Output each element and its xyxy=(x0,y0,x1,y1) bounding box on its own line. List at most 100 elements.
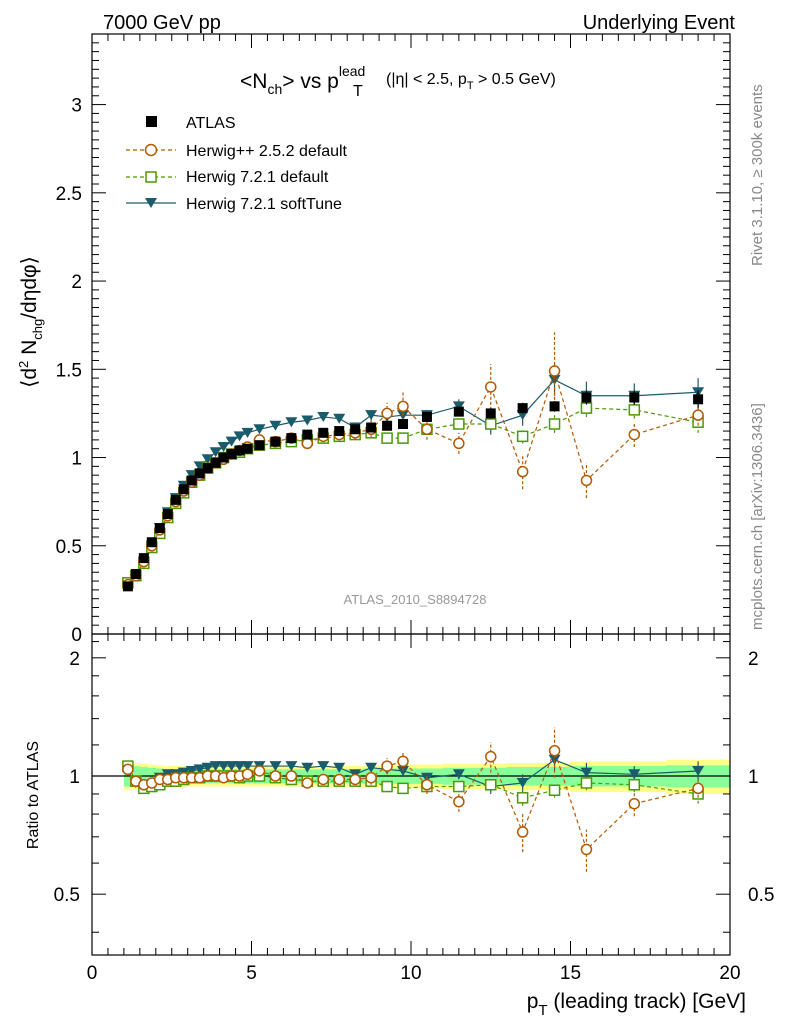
main-atlas-point xyxy=(202,463,213,474)
ratio-herwigpp-point xyxy=(333,773,345,786)
ratio-ytick-label-left: 1 xyxy=(69,767,80,788)
ratio-softtune-point xyxy=(233,761,246,772)
main-atlas-point xyxy=(254,440,265,451)
ratio-herwig721-point xyxy=(485,779,497,791)
xtick-label: 5 xyxy=(246,963,257,984)
ratio-herwigpp-point xyxy=(381,760,393,772)
main-herwig721-point xyxy=(516,430,529,443)
main-ytick-label: 2 xyxy=(71,272,82,293)
ratio-softtune-point xyxy=(209,761,222,772)
main-atlas-point xyxy=(170,494,181,505)
main-softtune-point xyxy=(285,417,298,428)
ratio-herwig721-point xyxy=(548,784,561,796)
main-atlas-point xyxy=(242,443,253,454)
ratio-softtune-point xyxy=(580,767,593,778)
ratio-herwigpp-point xyxy=(548,744,561,757)
main-softtune-point xyxy=(301,415,314,426)
main-atlas-point xyxy=(549,401,560,412)
legend-atlas-label: ATLAS xyxy=(186,115,236,132)
ratio-herwig721-point xyxy=(397,782,409,795)
legend-herwigpp-label: Herwig++ 2.5.2 default xyxy=(186,143,348,160)
ratio-xtick-labels: 0 5 10 15 20 xyxy=(87,963,741,984)
main-herwigpp-point xyxy=(485,381,497,393)
ratio-herwigpp-point xyxy=(365,771,377,784)
main-herwig721-point xyxy=(580,402,593,414)
plot-title-cuts: (|η| < 2.5, pT > 0.5 GeV) xyxy=(386,71,556,92)
ratio-ytick-label-right: 1 xyxy=(748,767,759,788)
main-atlas-point xyxy=(138,553,149,564)
plot-title-sub: T xyxy=(353,83,363,100)
main-ytick-label: 1.5 xyxy=(56,360,82,381)
ratio-herwigpp-point xyxy=(692,782,704,795)
main-herwig721-point xyxy=(397,432,409,444)
ratio-herwigpp-point xyxy=(269,770,282,782)
ratio-herwigpp-point xyxy=(516,826,529,838)
main-atlas-point xyxy=(421,411,432,422)
legend-herwig721-marker xyxy=(145,171,157,183)
main-atlas-point xyxy=(366,422,377,433)
main-atlas-point xyxy=(210,457,221,468)
main-atlas-point xyxy=(218,452,229,463)
ratio-herwigpp-point xyxy=(285,770,298,782)
ratio-softtune-point xyxy=(365,762,378,773)
ratio-herwig721-point xyxy=(381,780,393,793)
main-atlas-point xyxy=(453,406,464,417)
ratio-herwig721-point xyxy=(516,792,529,804)
ratio-frame xyxy=(91,633,731,956)
main-atlas-point xyxy=(517,403,528,414)
main-herwigpp-point xyxy=(301,437,314,450)
ratio-softtune-point xyxy=(185,765,198,776)
ratio-softtune-point xyxy=(241,761,254,772)
ratio-softtune-point xyxy=(217,761,230,772)
main-ytick-labels: 0 0.5 1 1.5 2 2.5 3 xyxy=(56,96,82,646)
ratio-herwigpp-point xyxy=(453,795,465,808)
main-herwig721-point xyxy=(381,432,393,444)
main-softtune-point xyxy=(253,424,266,435)
ratio-herwigpp-point xyxy=(628,797,641,810)
main-herwigpp-point xyxy=(692,409,704,421)
main-softtune-point xyxy=(209,447,222,458)
ratio-herwigpp-point xyxy=(301,777,314,789)
ratio-softtune-point xyxy=(225,761,238,772)
main-atlas-point xyxy=(398,419,409,429)
ratio-herwig721-point xyxy=(580,777,593,789)
legend-herwigpp-marker xyxy=(144,143,158,157)
main-softtune-point xyxy=(217,441,230,452)
ratio-softtune-point xyxy=(269,761,282,772)
ratio-marks xyxy=(121,727,705,872)
ratio-ytick-label-left: 2 xyxy=(69,649,80,670)
main-herwigpp-point xyxy=(516,465,529,478)
ratio-ytick-label-left: 0.5 xyxy=(54,885,80,906)
main-ytick-label: 1 xyxy=(71,449,82,470)
main-atlas-point xyxy=(334,426,345,437)
xtick-label: 20 xyxy=(719,963,740,984)
ratio-ylabel: Ratio to ATLAS xyxy=(25,741,42,849)
legend: ATLAS Herwig++ 2.5.2 default Herwig 7.2.… xyxy=(126,115,348,213)
main-atlas-point xyxy=(162,509,173,519)
ratio-softtune-point xyxy=(516,777,529,788)
legend-softtune-marker xyxy=(145,198,157,208)
main-atlas-point xyxy=(485,408,496,419)
main-herwigpp-point xyxy=(397,400,409,413)
legend-herwig721-label: Herwig 7.2.1 default xyxy=(186,169,329,186)
mcplots-label: mcplots.cern.ch [arXiv:1306.3436] xyxy=(749,403,766,630)
main-herwig721-point xyxy=(548,418,561,430)
ratio-panel: 0.5 0.5 1 1 2 2 0 5 10 15 20 Ratio to ATLAS pT (l… xyxy=(25,633,774,1019)
main-softtune-point xyxy=(269,420,282,431)
main-herwig721-point xyxy=(453,418,465,430)
main-softtune-point xyxy=(225,436,238,447)
main-atlas-point xyxy=(186,475,197,486)
main-herwigpp-point xyxy=(548,365,561,377)
main-herwigpp-point xyxy=(580,474,593,487)
main-marks xyxy=(121,332,705,592)
legend-softtune-label: Herwig 7.2.1 softTune xyxy=(186,196,342,213)
xtick-label: 0 xyxy=(87,963,98,984)
main-atlas-point xyxy=(302,429,313,440)
main-atlas-point xyxy=(350,424,361,435)
main-ytick-label: 3 xyxy=(71,96,82,117)
ratio-herwigpp-point xyxy=(580,843,593,856)
xtick-label: 15 xyxy=(560,963,581,984)
main-ytick-label: 2.5 xyxy=(56,184,82,205)
ratio-softtune-point xyxy=(317,761,330,772)
